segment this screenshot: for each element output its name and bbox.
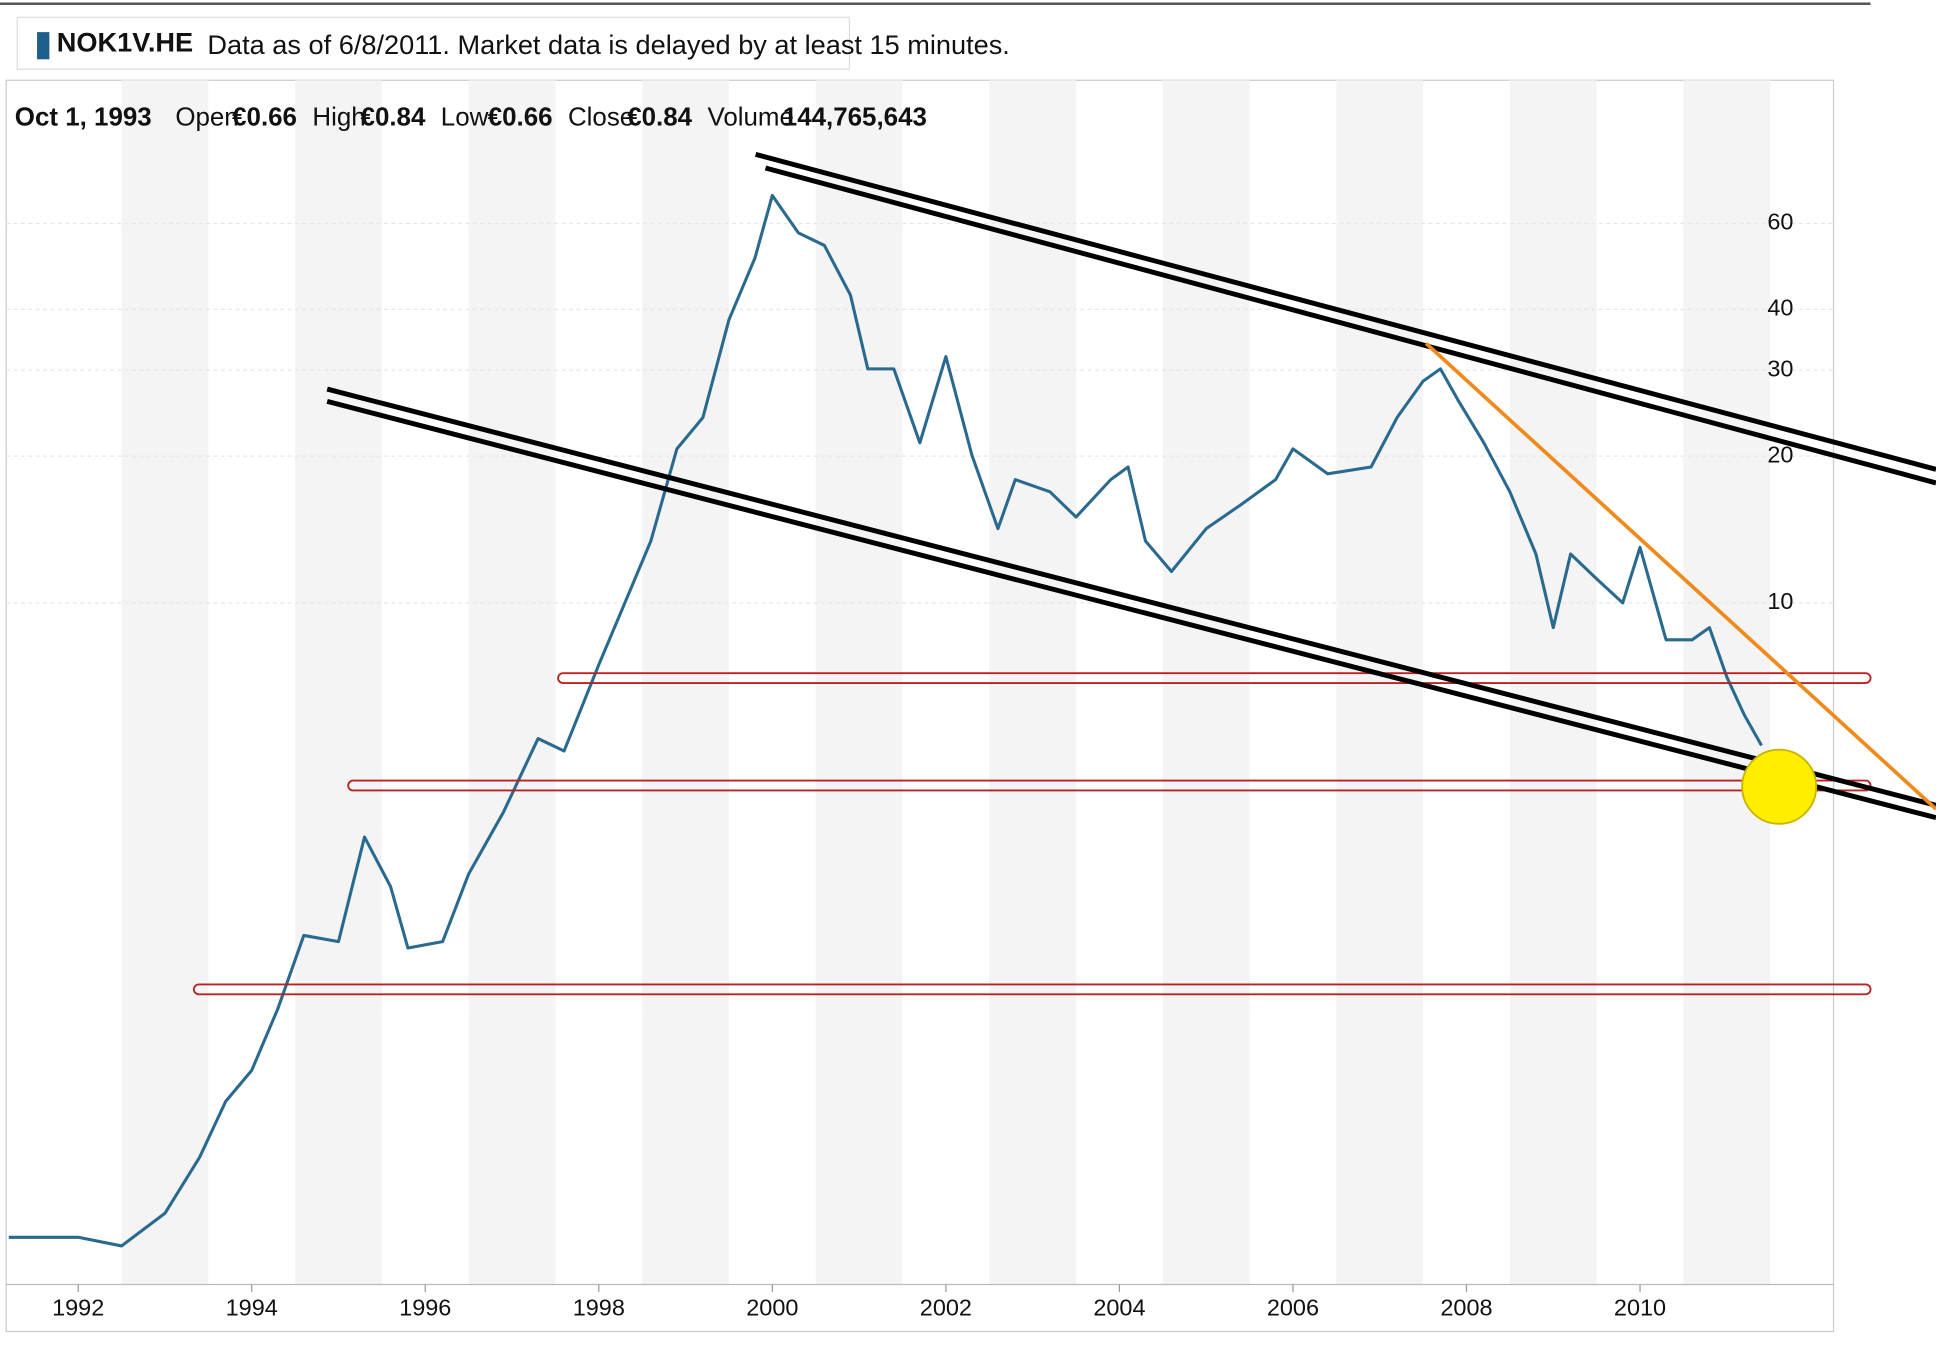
- x-tick-label: 1992: [52, 1294, 104, 1320]
- support-line: [557, 672, 1872, 684]
- x-tick-label: 2000: [746, 1294, 798, 1320]
- info-label: Low: [441, 103, 489, 131]
- year-bands: [121, 80, 1771, 1285]
- trend-line: [764, 165, 1936, 486]
- trend-line: [326, 399, 1936, 821]
- symbol[interactable]: NOK1V.HE: [57, 27, 193, 58]
- y-tick-label: 40: [1767, 295, 1793, 321]
- highlight-circle: [1741, 748, 1818, 825]
- info-value: €0.84: [361, 103, 426, 131]
- x-tick-label: 1998: [573, 1294, 625, 1320]
- year-band: [295, 80, 382, 1285]
- data-note: Data as of 6/8/2011. Market data is dela…: [207, 29, 1009, 60]
- annotations: [192, 152, 1936, 996]
- y-tick-label: 10: [1767, 588, 1793, 614]
- price-line: [8, 193, 1763, 1248]
- x-tick-label: 2002: [920, 1294, 972, 1320]
- info-label: Volume: [707, 103, 793, 131]
- info-date: Oct 1, 1993: [15, 103, 152, 131]
- support-line: [347, 779, 1872, 792]
- y-tick-label: 20: [1767, 441, 1793, 467]
- trend-line: [326, 386, 1936, 808]
- info-label: Close: [568, 103, 634, 131]
- symbol-icon: [37, 32, 50, 60]
- year-band: [121, 80, 209, 1285]
- x-tick-label: 1996: [399, 1294, 451, 1320]
- series: [8, 193, 1763, 1248]
- support-line: [192, 983, 1872, 996]
- header-box: [16, 16, 851, 70]
- y-tick-label: 30: [1767, 355, 1793, 381]
- x-tick-label: 2008: [1440, 1294, 1492, 1320]
- x-tick-label: 2010: [1614, 1294, 1666, 1320]
- year-band: [468, 80, 556, 1285]
- x-tick-label: 2004: [1093, 1294, 1145, 1320]
- info-label: Open: [175, 103, 238, 131]
- x-tick-label: 1994: [226, 1294, 278, 1320]
- info-value: €0.66: [232, 103, 297, 131]
- info-label: High: [312, 103, 365, 131]
- downtrend-line: [1424, 341, 1936, 811]
- info-value: €0.84: [627, 103, 692, 131]
- y-tick-label: 60: [1767, 209, 1793, 235]
- info-value: 144,765,643: [783, 103, 927, 131]
- trend-line: [754, 152, 1936, 472]
- info-value: €0.66: [488, 103, 553, 131]
- x-tick-label: 2006: [1267, 1294, 1319, 1320]
- grid: [6, 222, 1834, 1292]
